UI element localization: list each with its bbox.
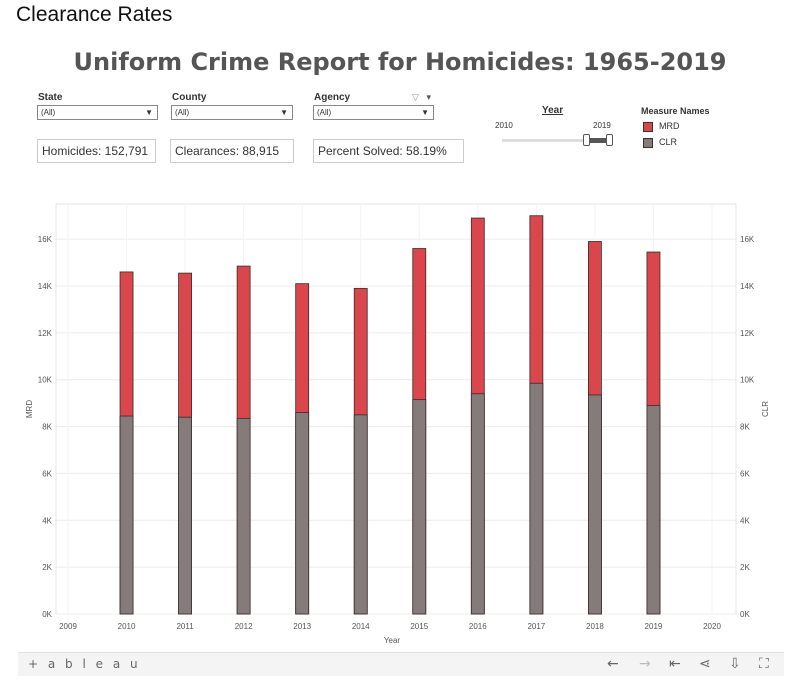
y-tick-label: 14K	[38, 282, 53, 291]
y-tick-label: 0K	[42, 610, 52, 619]
x-tick-label: 2012	[235, 622, 253, 631]
chevron-down-icon: ▼	[421, 108, 429, 117]
y2-tick-label: 12K	[740, 329, 755, 338]
legend-item-clr[interactable]: CLR	[643, 137, 677, 148]
legend-title: Measure Names	[641, 106, 710, 116]
homicides-kpi: Homicides: 152,791	[37, 139, 156, 163]
agency-filter-label: Agency	[314, 92, 351, 103]
y-tick-label: 8K	[42, 423, 52, 432]
x-tick-label: 2013	[293, 622, 311, 631]
x-tick-label: 2009	[59, 622, 77, 631]
state-filter-label: State	[38, 92, 63, 103]
agency-filter-select[interactable]: (All) ▼	[313, 105, 434, 120]
bar-clr-2012	[236, 417, 251, 615]
county-filter-value: (All)	[175, 108, 190, 117]
agency-filter-controls: ▽ ▾	[412, 92, 431, 103]
percent-solved-kpi: Percent Solved: 58.19%	[313, 139, 464, 163]
bar-clr-2017	[529, 382, 544, 615]
y-tick-label: 2K	[42, 563, 52, 572]
year-slider-range	[586, 138, 610, 143]
agency-filter-value: (All)	[317, 108, 332, 117]
chevron-down-icon: ▼	[280, 108, 288, 117]
y-tick-label: 4K	[42, 516, 52, 525]
bar-clr-2018	[588, 394, 602, 615]
plot-area	[55, 203, 737, 615]
y2-tick-label: 10K	[740, 376, 755, 385]
year-slider-label: Year	[542, 105, 564, 116]
y2-tick-label: 6K	[740, 469, 750, 478]
x-tick-label: 2020	[703, 622, 721, 631]
y2-tick-label: 2K	[740, 563, 750, 572]
state-filter-select[interactable]: (All) ▼	[37, 105, 158, 120]
y-tick-label: 10K	[38, 376, 53, 385]
mrd-swatch	[643, 121, 653, 132]
x-tick-label: 2017	[527, 622, 545, 631]
fullscreen-icon[interactable]: ⛶	[759, 656, 769, 672]
county-filter-label: County	[172, 92, 207, 103]
y2-tick-label: 4K	[740, 516, 750, 525]
bar-clr-2010	[119, 415, 134, 615]
x-tick-label: 2010	[118, 622, 136, 631]
bar-clr-2016	[470, 393, 485, 615]
clearances-kpi: Clearances: 88,915	[170, 139, 294, 163]
revert-icon[interactable]: ⇤	[669, 656, 681, 672]
y2-tick-label: 8K	[740, 423, 750, 432]
x-axis-label: Year	[384, 636, 401, 645]
dashboard-title: Uniform Crime Report for Homicides: 1965…	[73, 48, 727, 76]
y-tick-label: 12K	[38, 329, 53, 338]
county-filter-select[interactable]: (All) ▼	[171, 105, 293, 120]
legend-item-mrd[interactable]: MRD	[643, 121, 680, 132]
y2-tick-label: 14K	[740, 282, 755, 291]
download-icon[interactable]: ⇩	[729, 656, 741, 672]
bar-clr-2011	[178, 416, 192, 615]
bar-clr-2013	[295, 412, 310, 615]
forward-icon[interactable]: →	[639, 656, 651, 672]
y-tick-label: 6K	[42, 469, 52, 478]
year-slider-min-handle[interactable]	[583, 134, 590, 146]
x-tick-label: 2019	[645, 622, 663, 631]
year-slider-max: 2019	[593, 121, 611, 130]
y-axis-label: MRD	[25, 400, 34, 418]
year-slider-track[interactable]	[502, 139, 610, 142]
bar-clr-2019	[646, 405, 661, 615]
x-tick-label: 2018	[586, 622, 604, 631]
chevron-down-icon[interactable]: ▾	[426, 92, 431, 102]
year-slider-max-handle[interactable]	[606, 134, 613, 146]
chevron-down-icon: ▼	[145, 108, 153, 117]
year-slider-min: 2010	[495, 121, 513, 130]
bar-clr-2015	[412, 399, 427, 615]
legend-label-clr: CLR	[659, 137, 678, 147]
clr-swatch	[643, 137, 653, 148]
tableau-logo: + a b l e a u	[28, 657, 141, 671]
share-icon[interactable]: ⋖	[699, 656, 711, 672]
x-tick-label: 2014	[352, 622, 370, 631]
tableau-toolbar: + a b l e a u ← → ⇤ ⋖ ⇩ ⛶	[18, 652, 784, 676]
state-filter-value: (All)	[41, 108, 56, 117]
filter-icon[interactable]: ▽	[412, 92, 419, 102]
back-icon[interactable]: ←	[607, 656, 619, 672]
y2-tick-label: 16K	[740, 235, 755, 244]
legend-label-mrd: MRD	[659, 121, 680, 131]
y2-tick-label: 0K	[740, 610, 750, 619]
homicide-clearance-chart: 0K 0K 2K 2K 4K 4K 6K 6K 8K 8K 10K 10K 12K 12K 14K 14K 16…	[25, 203, 770, 645]
x-tick-label: 2011	[176, 622, 194, 631]
page-title: Clearance Rates	[16, 3, 173, 26]
y-tick-label: 16K	[38, 235, 53, 244]
x-tick-label: 2015	[410, 622, 428, 631]
y2-axis-label: CLR	[761, 401, 770, 417]
bar-clr-2014	[353, 414, 368, 615]
x-tick-label: 2016	[469, 622, 487, 631]
